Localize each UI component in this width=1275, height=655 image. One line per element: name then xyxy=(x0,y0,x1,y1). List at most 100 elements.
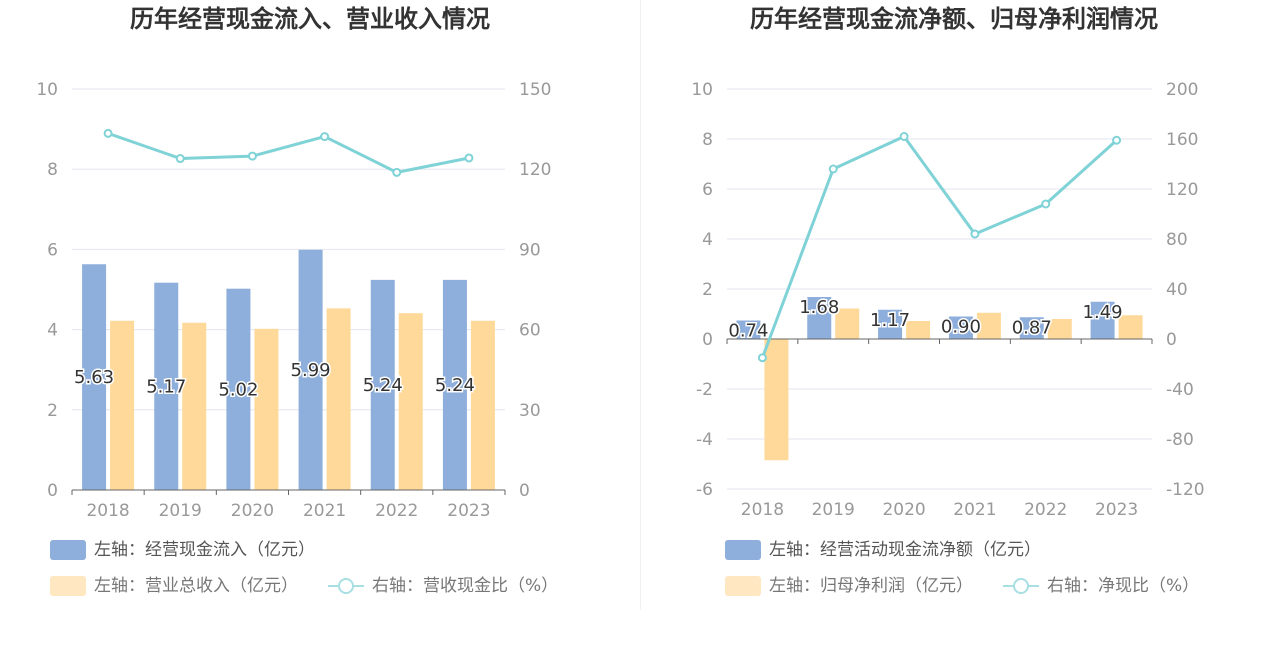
line-point xyxy=(247,151,257,161)
bar-data-label: 5.24 xyxy=(435,375,475,396)
bar-series-1 xyxy=(736,320,761,339)
bar-data-label: 1.68 xyxy=(799,297,839,318)
chart-plot-net-cash: 10 200 8 160 6 120 4 80 2 40 0 0 -2 -40 -4 -80 -6 -120 201… xyxy=(691,80,1205,520)
x-tick-label: 2022 xyxy=(1024,500,1067,520)
bar-series-1 xyxy=(226,288,251,490)
x-tick-label: 2023 xyxy=(1095,500,1138,520)
line-point xyxy=(757,353,767,363)
bar-data-label: 1.49 xyxy=(1083,302,1123,323)
y-right-tick-label: 120 xyxy=(519,160,551,180)
bar-series-2 xyxy=(326,308,351,490)
y-left-tick-label: 10 xyxy=(691,80,713,100)
y-left-tick-label: 4 xyxy=(702,230,713,250)
y-left-tick-label: 6 xyxy=(702,180,713,200)
legend-item-bar1[interactable]: 左轴：经营现金流入（亿元） xyxy=(50,538,315,562)
legend-label: 左轴：经营活动现金流净额（亿元） xyxy=(769,540,1041,560)
legend-swatch-bar2 xyxy=(50,576,86,596)
y-right-tick-label: 80 xyxy=(1166,230,1188,250)
y-left-tick-label: 8 xyxy=(47,160,58,180)
y-right-tick-label: 160 xyxy=(1166,130,1198,150)
bar-series-1 xyxy=(298,249,323,490)
line-series xyxy=(761,135,1118,359)
bar-data-label: 5.63 xyxy=(74,367,114,388)
chart-plot-cash-inflow: 10 150 8 120 6 90 4 60 2 30 0 0 2018 2019 2020 2021 2022… xyxy=(36,80,551,521)
bar-series-2 xyxy=(1047,319,1072,339)
x-tick-label: 2019 xyxy=(159,501,202,521)
line-point xyxy=(175,154,185,164)
legend-swatch-line xyxy=(1003,576,1039,596)
x-tick-label: 2020 xyxy=(231,501,274,521)
bar-series-1 xyxy=(442,279,467,490)
legend-label: 左轴：营业总收入（亿元） xyxy=(94,576,298,596)
bar-data-label: 1.17 xyxy=(870,310,910,331)
legend-item-bar1[interactable]: 左轴：经营活动现金流净额（亿元） xyxy=(725,538,1041,562)
legend-label: 右轴：营收现金比（%） xyxy=(372,576,559,596)
legend-item-bar2[interactable]: 左轴：归母净利润（亿元） xyxy=(725,574,973,598)
bar-series-1 xyxy=(154,282,179,490)
legend-item-line[interactable]: 右轴：净现比（%） xyxy=(1003,574,1199,598)
panel-divider xyxy=(640,0,641,610)
bar-series-1 xyxy=(1019,317,1044,339)
y-left-tick-label: -4 xyxy=(696,430,713,450)
legend-label: 左轴：归母净利润（亿元） xyxy=(769,576,973,596)
y-left-tick-label: 4 xyxy=(47,321,58,341)
bar-data-label: 5.02 xyxy=(218,379,258,400)
line-point xyxy=(464,153,474,163)
legend-item-line[interactable]: 右轴：营收现金比（%） xyxy=(328,574,558,598)
bar-data-label: 0.87 xyxy=(1012,317,1052,338)
y-left-tick-label: -2 xyxy=(696,380,713,400)
bar-series-1 xyxy=(807,297,832,339)
y-left-tick-label: 0 xyxy=(702,330,713,350)
line-point xyxy=(103,128,113,138)
bar-series-2 xyxy=(182,322,207,490)
y-right-tick-label: -40 xyxy=(1166,380,1194,400)
bar-series-2 xyxy=(470,320,495,490)
y-left-tick-label: 8 xyxy=(702,130,713,150)
line-point xyxy=(899,132,909,141)
chart-title: 历年经营现金流入、营业收入情况 xyxy=(130,5,490,33)
x-tick-label: 2018 xyxy=(741,500,784,520)
y-right-tick-label: -120 xyxy=(1166,480,1205,500)
bar-series-1 xyxy=(1090,301,1115,339)
bar-data-label: 0.74 xyxy=(728,321,768,342)
line-point xyxy=(392,167,402,177)
x-tick-label: 2023 xyxy=(447,501,490,521)
line-point xyxy=(1041,199,1051,209)
legend-swatch-line xyxy=(328,576,364,596)
y-right-tick-label: 30 xyxy=(519,401,541,421)
bar-series-2 xyxy=(764,339,789,461)
y-right-tick-label: 60 xyxy=(519,321,541,341)
legend-item-bar2[interactable]: 左轴：营业总收入（亿元） xyxy=(50,574,298,598)
y-right-tick-label: 0 xyxy=(519,481,530,501)
bar-series-1 xyxy=(370,279,395,490)
x-tick-label: 2021 xyxy=(303,501,346,521)
bar-data-label: 0.90 xyxy=(941,317,981,338)
y-right-tick-label: 120 xyxy=(1166,180,1198,200)
line-point xyxy=(1112,135,1122,145)
bar-series-2 xyxy=(398,313,423,490)
y-left-tick-label: 10 xyxy=(36,80,58,100)
line-series xyxy=(107,131,470,174)
legend-swatch-bar1 xyxy=(725,540,761,560)
x-tick-label: 2018 xyxy=(86,501,129,521)
bar-series-2 xyxy=(906,321,931,339)
chart-panel-cash-inflow: 历年经营现金流入、营业收入情况 10 150 8 120 6 90 4 60 2 30 0 0 2018… xyxy=(36,5,558,598)
bar-series-2 xyxy=(1118,315,1143,339)
line-point xyxy=(320,132,330,142)
bar-data-label: 5.17 xyxy=(146,376,186,397)
chart-panel-net-cash: 历年经营现金流净额、归母净利润情况 10 200 8 160 6 120 4 80 2 40 0 0 -… xyxy=(641,0,1275,655)
y-left-tick-label: 2 xyxy=(702,280,713,300)
y-left-tick-label: -6 xyxy=(696,480,713,500)
bar-data-label: 5.99 xyxy=(291,360,331,381)
bar-series-2 xyxy=(110,320,135,490)
bar-series-2 xyxy=(835,308,860,339)
bar-series-2 xyxy=(254,328,279,490)
x-tick-label: 2019 xyxy=(812,500,855,520)
bar-series-2 xyxy=(976,312,1001,339)
x-tick-label: 2020 xyxy=(882,500,925,520)
y-right-tick-label: 90 xyxy=(519,240,541,260)
legend-swatch-bar2 xyxy=(725,576,761,596)
y-left-tick-label: 6 xyxy=(47,240,58,260)
y-right-tick-label: -80 xyxy=(1166,430,1194,450)
line-point xyxy=(970,229,980,239)
